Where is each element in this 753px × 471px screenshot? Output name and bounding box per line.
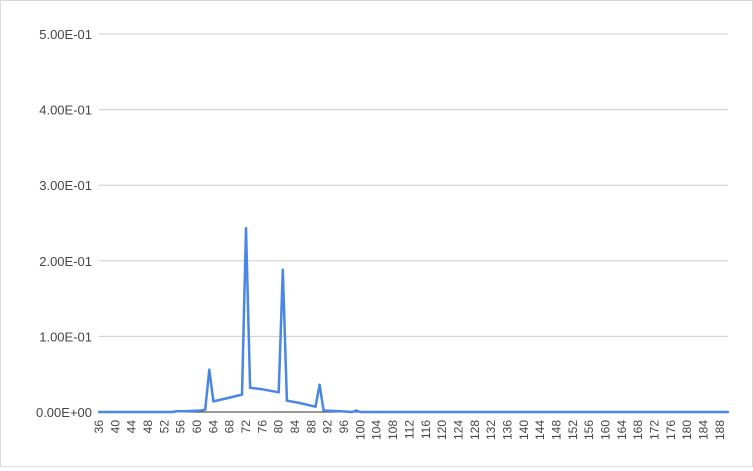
x-tick-label: 152: [566, 420, 580, 440]
data-point: [199, 409, 203, 412]
x-tick-label: 156: [582, 420, 596, 440]
x-tick-label: 184: [696, 420, 710, 440]
data-point: [240, 393, 244, 396]
x-tick-label: 112: [402, 420, 416, 439]
x-tick-label: 40: [108, 420, 122, 434]
data-point: [297, 401, 301, 405]
data-point: [179, 410, 182, 413]
series-line: [99, 227, 728, 414]
x-tick-label: 176: [664, 420, 678, 440]
data-point: [277, 391, 280, 394]
data-point: [212, 400, 215, 403]
x-tick-label: 64: [206, 420, 220, 434]
x-tick-label: 96: [337, 420, 351, 434]
data-point: [359, 410, 362, 414]
y-tick-label: 0.00E+00: [36, 405, 92, 420]
data-point: [314, 405, 317, 408]
x-tick-label: 124: [451, 420, 465, 440]
data-point: [175, 410, 178, 413]
x-tick-label: 56: [174, 420, 188, 434]
y-tick-label: 3.00E-01: [39, 178, 92, 193]
x-tick-label: 60: [190, 420, 204, 434]
x-tick-label: 100: [353, 420, 367, 440]
y-axis: 0.00E+00 1.00E-01 2.00E-01 3.00E-01 4.00E-01…: [36, 27, 92, 420]
data-point: [248, 386, 252, 390]
y-tick-label: 2.00E-01: [39, 254, 92, 269]
data-point: [97, 410, 101, 414]
x-tick-label: 164: [615, 420, 629, 440]
data-point: [203, 408, 207, 411]
x-tick-label: 136: [500, 420, 514, 440]
x-tick-label: 36: [92, 420, 106, 434]
data-point: [351, 410, 354, 414]
data-point: [171, 410, 174, 414]
y-tick-label: 4.00E-01: [39, 103, 92, 118]
data-point: [285, 399, 289, 402]
x-tick-label: 76: [255, 420, 269, 434]
gridlines: [99, 33, 728, 413]
x-tick-label: 148: [549, 420, 563, 440]
x-tick-label: 108: [386, 420, 400, 440]
data-point: [322, 409, 325, 412]
y-tick-label: 5.00E-01: [39, 27, 92, 42]
data-point: [208, 368, 211, 371]
data-point: [244, 227, 248, 230]
x-tick-label: 188: [713, 420, 727, 440]
data-point: [338, 410, 342, 413]
x-tick-label: 104: [370, 420, 384, 440]
data-point: [183, 410, 186, 413]
data-point: [375, 410, 378, 414]
x-tick-label: 180: [680, 420, 694, 440]
x-tick-label: 48: [141, 420, 155, 434]
data-point: [261, 388, 264, 391]
data-point: [355, 409, 358, 412]
x-tick-label: 88: [304, 420, 318, 434]
x-axis: 36 40 44 48 52 56 60 64 68 72 76 80 84 88 92 96 100 104 10…: [92, 420, 727, 440]
x-tick-label: 84: [288, 420, 302, 434]
x-tick-label: 72: [239, 420, 253, 434]
x-tick-label: 132: [484, 420, 498, 440]
data-point: [228, 396, 231, 399]
x-tick-label: 68: [223, 420, 237, 434]
x-tick-label: 172: [647, 420, 661, 440]
x-tick-label: 52: [157, 420, 171, 434]
data-point: [318, 383, 321, 386]
x-tick-label: 160: [598, 420, 612, 440]
x-tick-label: 120: [435, 420, 449, 440]
x-tick-label: 144: [533, 420, 547, 440]
x-tick-label: 116: [419, 420, 433, 439]
y-tick-label: 1.00E-01: [39, 329, 92, 344]
x-tick-label: 128: [468, 420, 482, 440]
x-tick-label: 44: [125, 420, 139, 434]
data-point: [726, 410, 730, 414]
x-tick-label: 140: [517, 420, 531, 440]
x-tick-label: 168: [631, 420, 645, 440]
data-point: [281, 268, 284, 272]
plot-area: [97, 227, 730, 414]
x-tick-label: 80: [272, 420, 286, 434]
x-tick-label: 92: [321, 420, 335, 434]
